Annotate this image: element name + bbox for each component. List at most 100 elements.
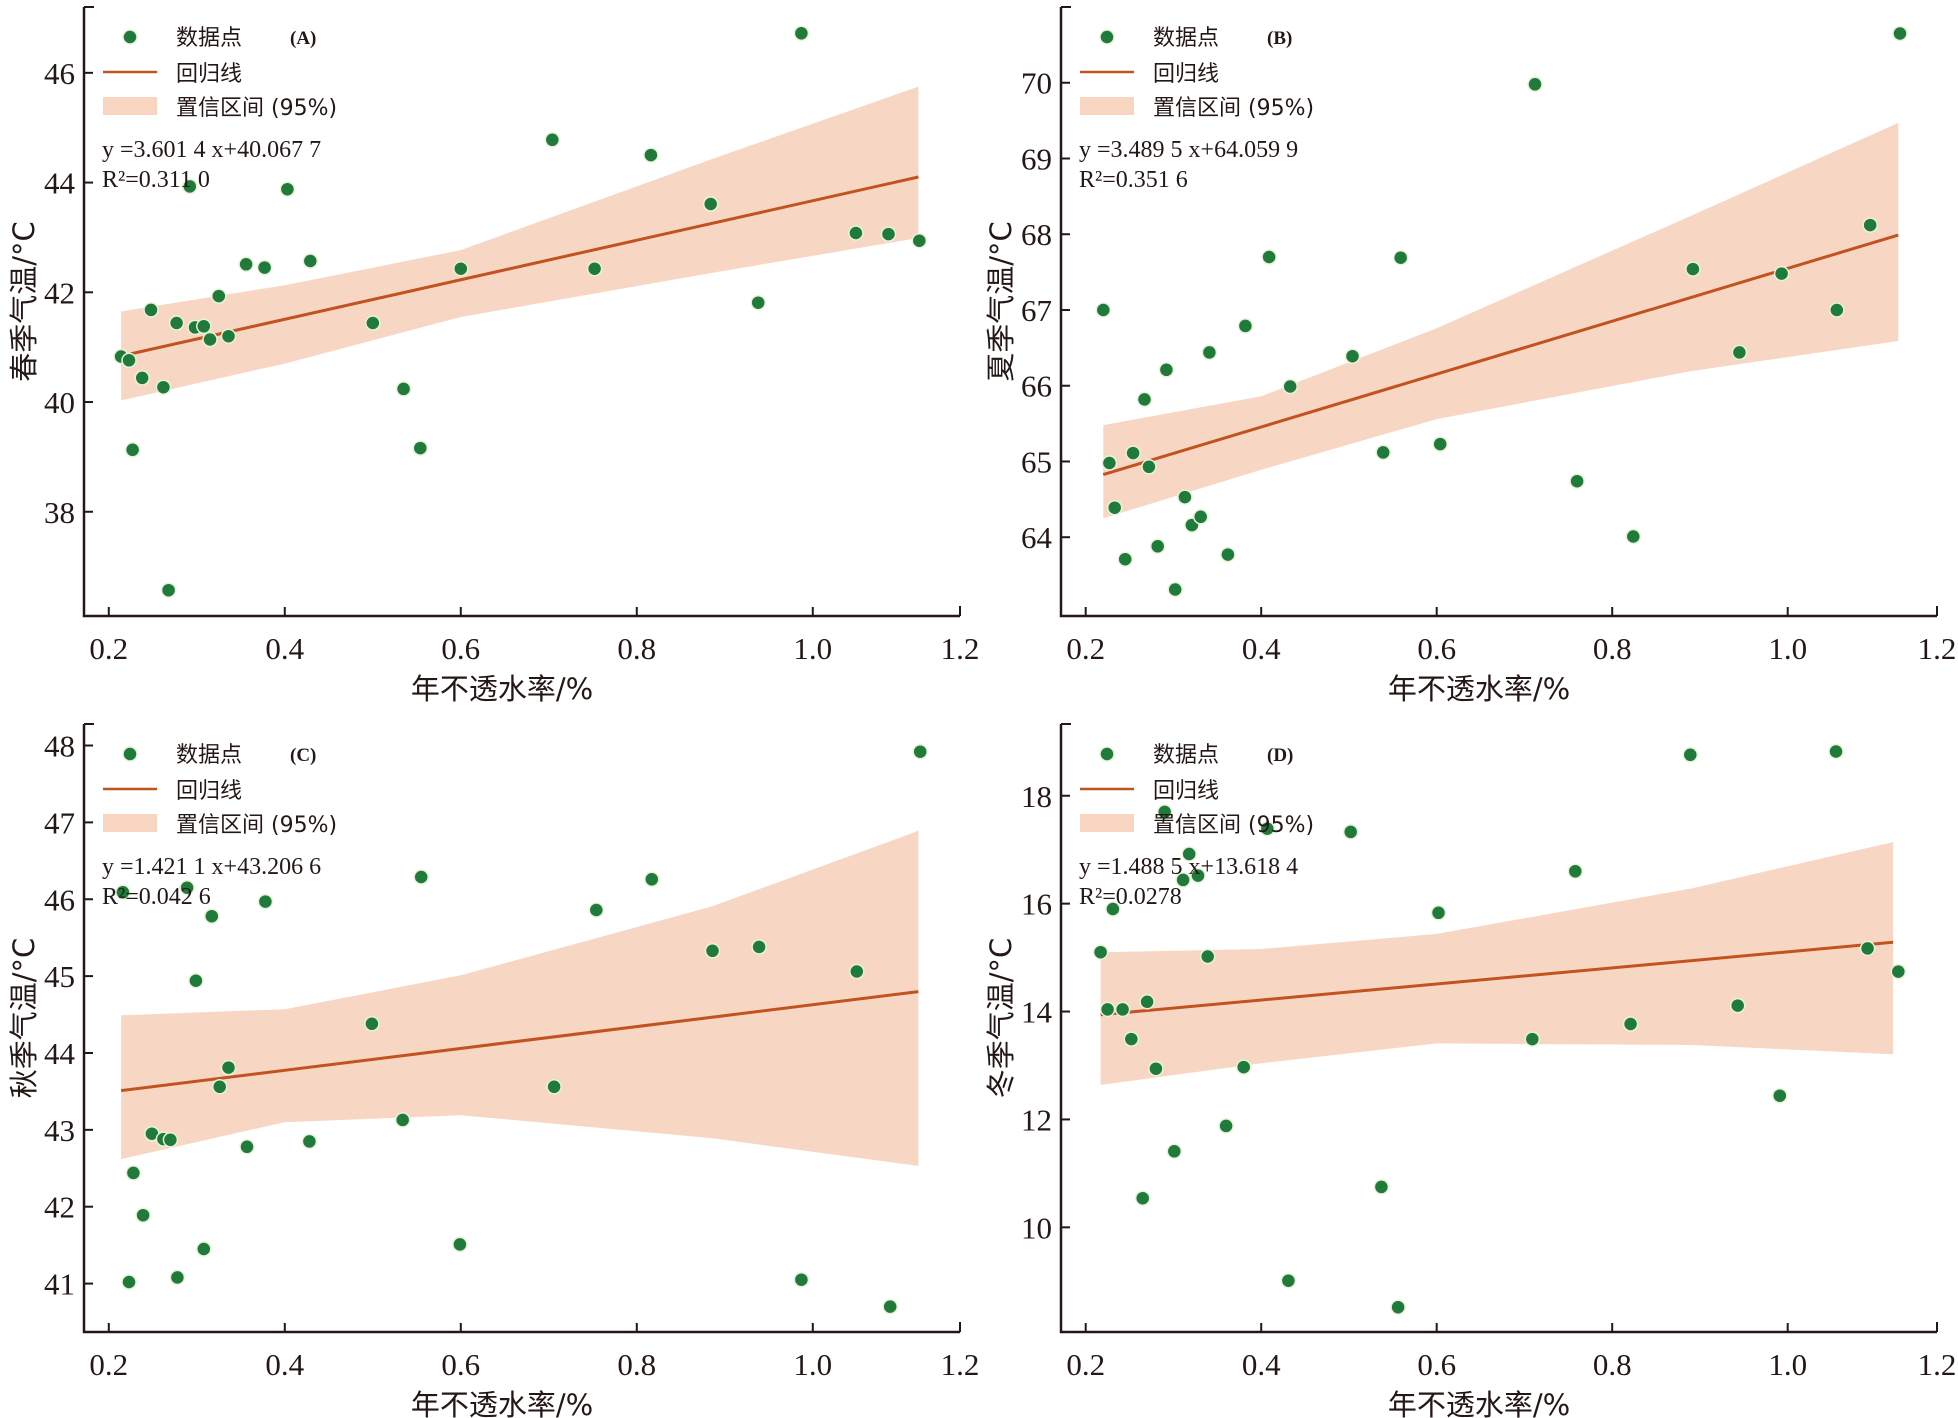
r-squared: R²=0.351 6 <box>1079 167 1188 193</box>
data-point <box>1175 872 1191 888</box>
data-point <box>643 147 659 163</box>
r-squared: R²=0.311 0 <box>102 167 210 193</box>
x-tick-label: 0.6 <box>1417 1347 1456 1382</box>
data-point <box>849 963 865 980</box>
x-tick-label: 1.2 <box>1918 1347 1957 1382</box>
data-point <box>1156 804 1173 820</box>
data-point <box>1432 436 1448 452</box>
x-axis-label: 年不透水率/% <box>411 1388 593 1418</box>
data-point <box>1218 1118 1234 1134</box>
r-squared: R²=0.042 6 <box>102 884 211 910</box>
data-point <box>1282 378 1298 395</box>
data-point <box>202 331 218 348</box>
data-point <box>279 181 296 197</box>
data-point <box>1125 445 1141 461</box>
legend-label-regression: 回归线 <box>176 62 242 87</box>
confidence-band <box>1100 842 1893 1085</box>
data-point <box>1167 581 1183 598</box>
data-point <box>452 1236 468 1253</box>
data-point <box>793 25 810 42</box>
y-tick-label: 48 <box>44 729 75 764</box>
regression-line <box>1102 233 1899 476</box>
y-tick-label: 45 <box>44 959 75 994</box>
data-point <box>143 302 159 318</box>
data-point <box>1123 1031 1140 1047</box>
data-point <box>1773 265 1790 282</box>
data-point <box>302 253 319 269</box>
y-tick-label: 69 <box>1021 141 1052 176</box>
panel-a: 0.2 0.4 0.6 0.8 1.0 1.2 38 40 42 44 46 年不透水率/% 春季气温/… <box>7 6 980 706</box>
data-point <box>1392 249 1409 266</box>
legend-label-points: 数据点 <box>1153 743 1219 768</box>
data-point <box>1569 473 1585 489</box>
data-point <box>1828 743 1844 760</box>
data-point <box>1344 348 1361 364</box>
data-point <box>880 226 897 242</box>
data-point <box>162 1132 179 1148</box>
data-point <box>1685 261 1701 277</box>
data-point <box>301 1133 318 1150</box>
data-point <box>586 260 603 277</box>
data-point <box>1181 846 1197 862</box>
data-point <box>848 225 864 241</box>
data-point <box>1527 76 1543 93</box>
data-point <box>453 260 469 277</box>
legend-label-points: 数据点 <box>1153 26 1219 51</box>
data-point <box>1862 217 1878 233</box>
data-point <box>1199 948 1216 965</box>
data-point <box>1390 1299 1406 1315</box>
data-point <box>1235 1059 1252 1075</box>
x-tick-label: 0.8 <box>1593 631 1632 666</box>
data-point <box>1101 455 1118 471</box>
legend-label-regression: 回归线 <box>1153 779 1219 804</box>
data-point <box>1731 344 1748 361</box>
data-point <box>1134 1190 1151 1206</box>
axis-frame <box>1059 724 1937 1334</box>
data-point <box>121 1274 137 1290</box>
data-point <box>179 879 195 896</box>
data-point <box>1141 459 1157 475</box>
data-point <box>1105 901 1121 917</box>
data-point <box>1114 1001 1131 1018</box>
data-point <box>1625 528 1642 545</box>
y-tick-label: 41 <box>44 1267 75 1302</box>
legend-marker-icon <box>1099 746 1115 762</box>
x-tick-label: 0.8 <box>617 1347 656 1382</box>
x-tick-label: 0.4 <box>1242 1347 1281 1382</box>
y-axis-label: 冬季气温/°C <box>984 938 1018 1099</box>
data-point <box>204 908 220 924</box>
legend-band-icon <box>103 814 157 832</box>
x-axis-label: 年不透水率/% <box>1388 672 1570 706</box>
data-point <box>125 1165 142 1181</box>
y-axis-label: 春季气温/°C <box>7 221 41 382</box>
x-tick-label: 0.8 <box>1593 1347 1632 1382</box>
legend-band-icon <box>103 97 157 115</box>
y-tick-label: 14 <box>1021 995 1053 1030</box>
y-tick-label: 67 <box>1021 293 1052 328</box>
data-point <box>1430 905 1447 921</box>
data-point <box>1148 1060 1164 1077</box>
x-tick-label: 0.2 <box>1066 1347 1105 1382</box>
data-point <box>546 1079 562 1095</box>
data-point <box>882 1298 898 1315</box>
data-point <box>365 315 381 331</box>
y-axis-label: 夏季气温/°C <box>984 221 1018 382</box>
data-point <box>793 1271 810 1288</box>
data-point <box>169 1269 186 1286</box>
x-tick-label: 0.4 <box>265 631 304 666</box>
data-point <box>1375 444 1391 461</box>
data-point <box>588 902 605 918</box>
regression-equation: y =3.601 4 x+40.067 7 <box>102 137 321 163</box>
x-tick-label: 1.2 <box>941 631 980 666</box>
y-tick-label: 66 <box>1021 369 1052 404</box>
data-point <box>168 315 185 331</box>
y-tick-label: 46 <box>44 882 75 917</box>
y-axis-label: 秋季气温/°C <box>7 938 41 1099</box>
x-tick-label: 0.2 <box>1066 631 1105 666</box>
y-tick-label: 16 <box>1021 887 1052 922</box>
confidence-band <box>121 830 919 1166</box>
y-tick-label: 44 <box>44 1036 76 1071</box>
data-point <box>644 871 660 888</box>
legend-band-icon <box>1080 814 1134 832</box>
data-point <box>182 178 198 195</box>
